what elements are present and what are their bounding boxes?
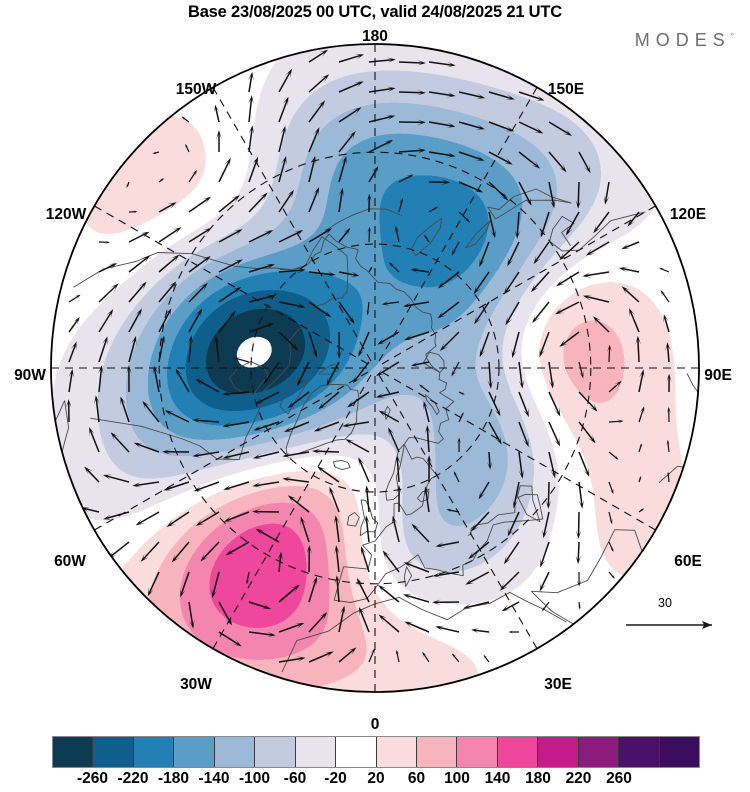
colorbar-tick: -140 <box>198 770 229 788</box>
colorbar-segment <box>296 737 336 767</box>
wind-vector <box>609 421 621 422</box>
wind-vector <box>609 347 610 362</box>
colorbar-segment <box>538 737 578 767</box>
lon-label-30w: 30W <box>180 676 212 694</box>
colorbar-segment <box>660 737 699 767</box>
wind-vector <box>399 62 423 63</box>
colorbar-segment <box>417 737 457 767</box>
colorbar-tick: 100 <box>444 770 470 788</box>
lon-label-180: 180 <box>362 28 388 46</box>
colorbar-tick: 20 <box>367 770 384 788</box>
wind-vector <box>578 182 579 206</box>
colorbar-tick: 180 <box>525 770 551 788</box>
reference-vector-label: 30 <box>658 596 672 610</box>
lon-label-150e: 150E <box>548 81 584 99</box>
lon-label-60e: 60E <box>674 553 702 571</box>
colorbar-tick: -180 <box>158 770 189 788</box>
colorbar-segment <box>134 737 174 767</box>
lon-label-90w: 90W <box>14 367 46 385</box>
colorbar-tick: 140 <box>485 770 511 788</box>
colorbar-tick: 60 <box>408 770 425 788</box>
lon-label-120w: 120W <box>46 206 87 224</box>
lon-label-60w: 60W <box>54 553 86 571</box>
wind-vector <box>548 482 549 506</box>
wind-vector <box>489 452 490 467</box>
colorbar-tick: 260 <box>606 770 632 788</box>
colorbar-tick: 220 <box>566 770 592 788</box>
colorbar-segment <box>93 737 133 767</box>
polar-map: 180 150W 120W 90W 60W 30W 0 30E 60E 90E … <box>0 28 750 708</box>
colorbar-segment <box>255 737 295 767</box>
wind-vector <box>399 92 423 93</box>
reference-vector: 30 <box>620 596 730 636</box>
colorbar-segment <box>336 737 376 767</box>
colorbar-segment <box>215 737 255 767</box>
colorbar-tick-labels: -260 -220 -180 -140 -100 -60 -20 20 60 100 140 180 2… <box>52 770 700 792</box>
colorbar-tick: -220 <box>117 770 148 788</box>
reference-vector-arrow <box>620 596 730 636</box>
wind-vector <box>578 542 579 561</box>
colorbar-tick: -100 <box>239 770 270 788</box>
colorbar-segment <box>498 737 538 767</box>
colorbar-tick: -60 <box>284 770 306 788</box>
wind-vector <box>315 451 339 452</box>
colorbar-segment <box>377 737 417 767</box>
lon-label-120e: 120E <box>670 206 706 224</box>
wind-vector <box>579 512 580 536</box>
page-title: Base 23/08/2025 00 UTC, valid 24/08/2025… <box>0 3 750 22</box>
colorbar-tick: -20 <box>324 770 346 788</box>
colorbar-swatches <box>52 736 700 768</box>
colorbar-segment <box>619 737 659 767</box>
colorbar-tick: -260 <box>77 770 108 788</box>
colorbar-segment <box>579 737 619 767</box>
colorbar-segment <box>457 737 497 767</box>
colorbar-segment <box>53 737 93 767</box>
wind-vector <box>369 229 370 242</box>
lon-label-90e: 90E <box>704 367 732 385</box>
lon-label-30e: 30E <box>544 676 572 694</box>
colorbar-segment <box>174 737 214 767</box>
lon-label-150w: 150W <box>176 81 217 99</box>
